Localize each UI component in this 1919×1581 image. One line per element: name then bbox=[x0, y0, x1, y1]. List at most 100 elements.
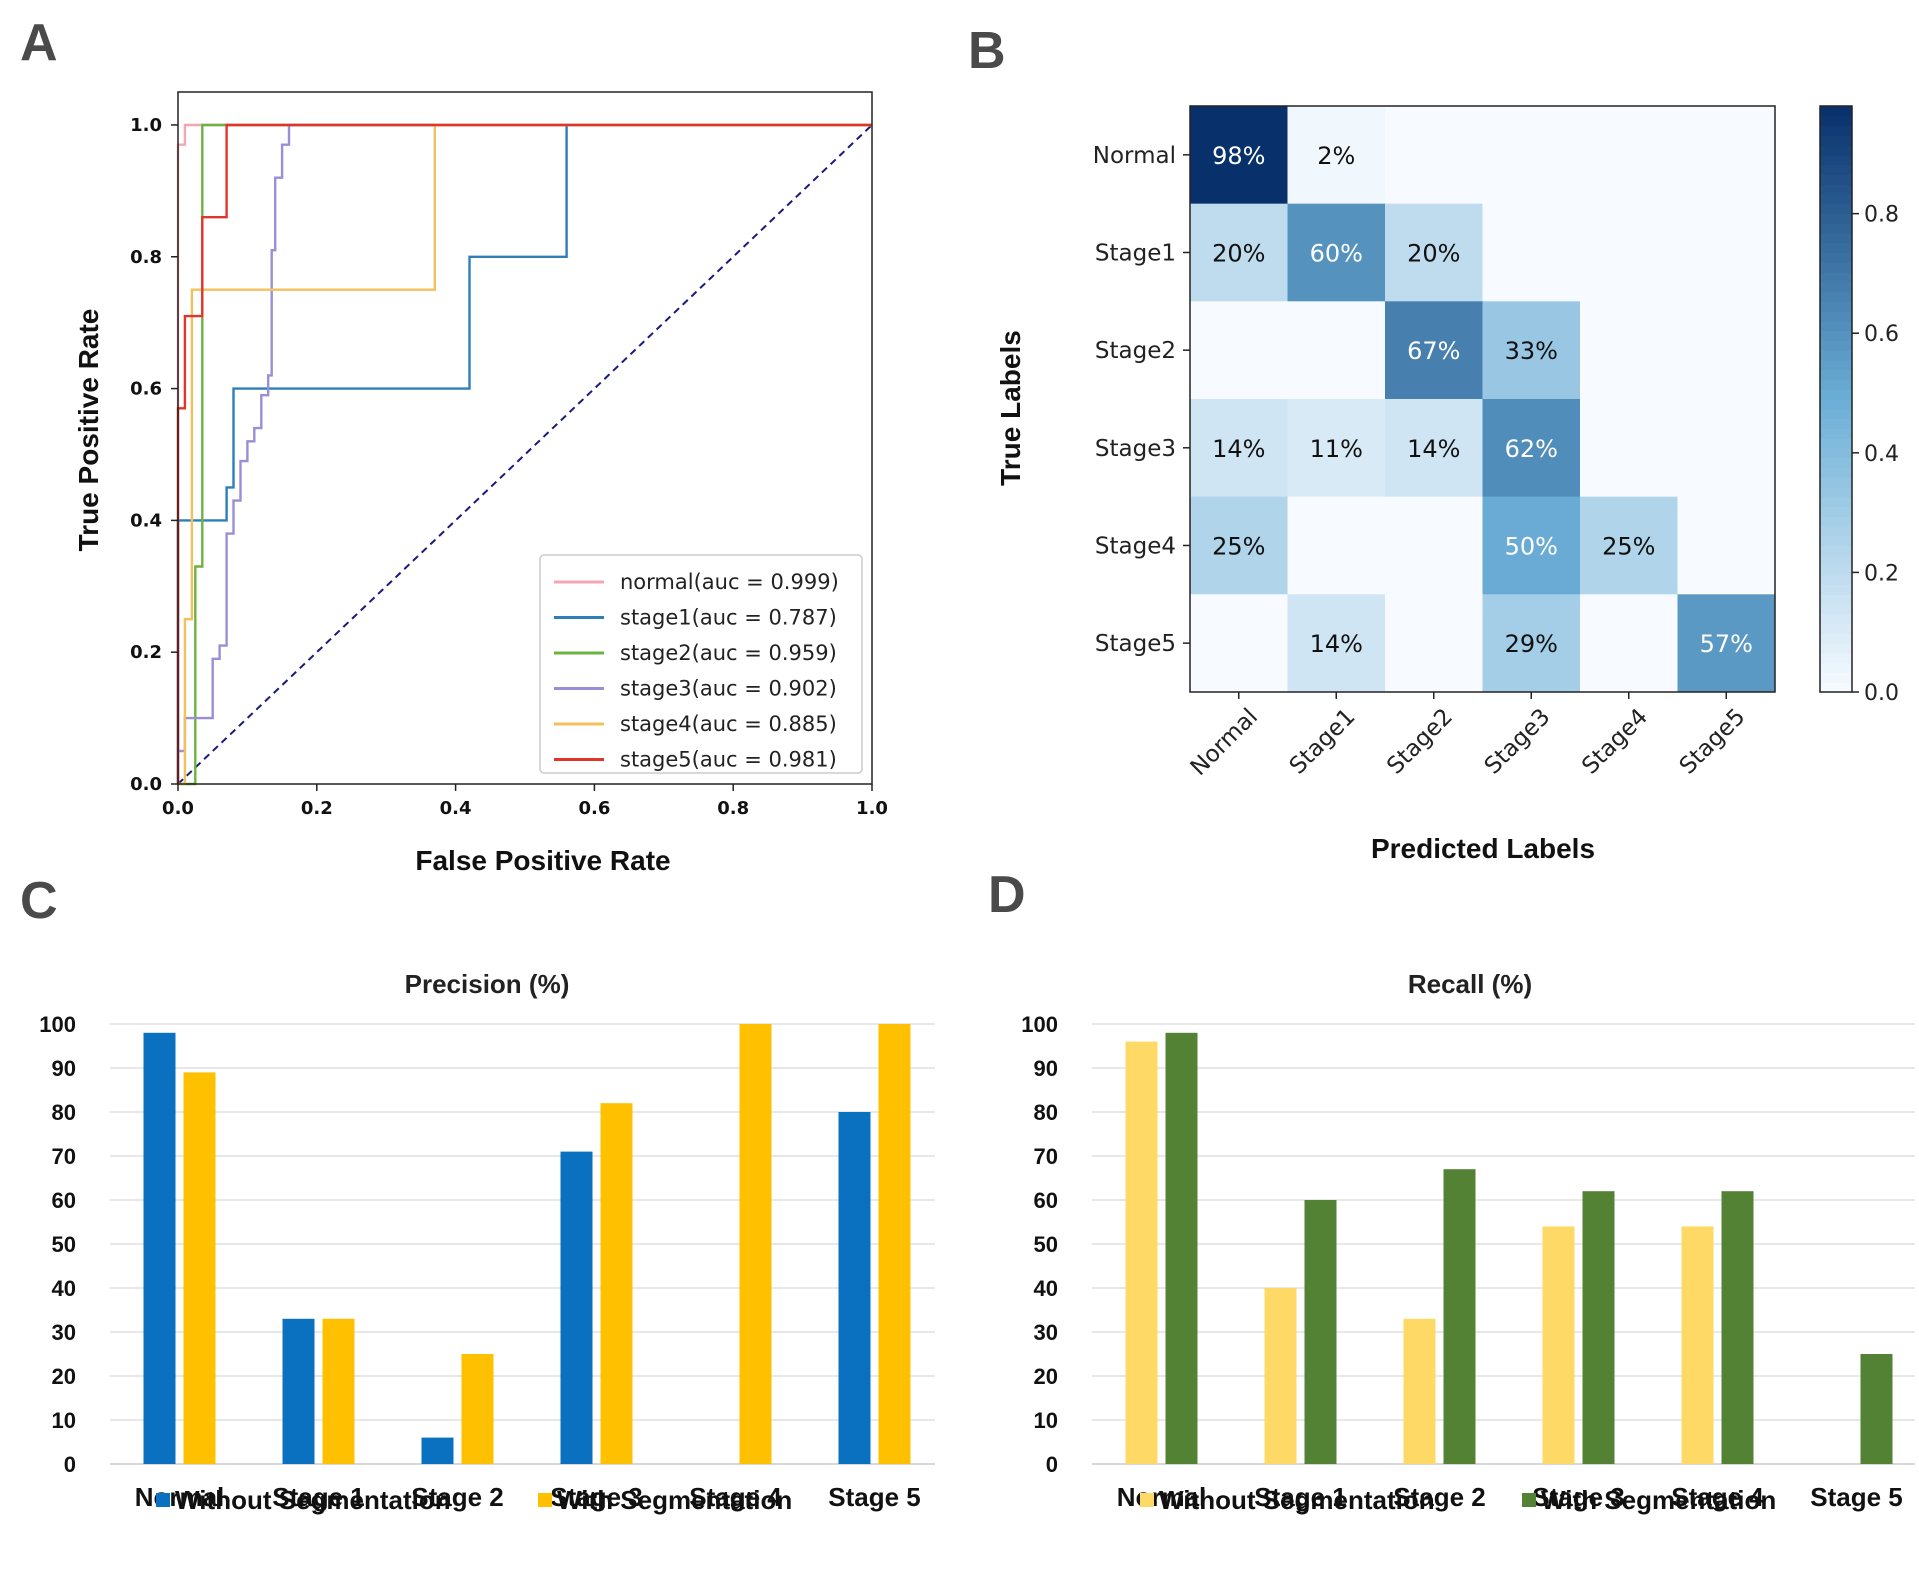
cm-colorbar-segment bbox=[1820, 574, 1852, 586]
precision-bar-precision_with bbox=[183, 1072, 216, 1464]
cm-colorbar-segment bbox=[1820, 399, 1852, 410]
cm-colorbar-tick-label: 0.8 bbox=[1864, 203, 1899, 228]
precision-bar-precision_with bbox=[878, 1024, 911, 1464]
precision-legend-swatch-precision_without bbox=[156, 1493, 170, 1507]
cm-row-label: Stage3 bbox=[1095, 436, 1176, 462]
recall-y-tick-label: 40 bbox=[1034, 1276, 1058, 1301]
recall-y-tick-label: 50 bbox=[1034, 1232, 1058, 1257]
cm-col-label: Stage5 bbox=[1675, 704, 1751, 780]
cm-colorbar-segment bbox=[1820, 428, 1852, 439]
cm-colorbar-segment bbox=[1820, 555, 1852, 566]
recall-category-label: Normal bbox=[1117, 1482, 1207, 1512]
cm-cell-label: 25% bbox=[1212, 532, 1265, 560]
recall-bar-recall_with bbox=[1582, 1191, 1615, 1464]
roc-y-tick-label: 0.0 bbox=[130, 774, 162, 795]
cm-cell bbox=[1677, 594, 1776, 693]
precision-category-label: Stage 4 bbox=[689, 1482, 782, 1512]
cm-cell-label: 25% bbox=[1602, 532, 1655, 560]
roc-chart: 0.0 0.2 0.4 0.6 0.8 1.0 0.0 0.2 0.4 0.6 0.8 1.0 Fal… bbox=[73, 91, 888, 876]
cm-colorbar-segment bbox=[1820, 330, 1852, 341]
cm-colorbar-segment bbox=[1820, 291, 1852, 302]
roc-x-tick-label: 1.0 bbox=[856, 798, 888, 819]
cm-cell bbox=[1287, 496, 1386, 595]
recall-bar-recall_without bbox=[1264, 1288, 1297, 1464]
panel-label-c: C bbox=[20, 872, 58, 930]
cm-col-label: Stage2 bbox=[1382, 704, 1458, 780]
roc-y-axis-label: True Positive Rate bbox=[73, 309, 104, 552]
recall-legend-swatch-recall_with bbox=[1522, 1493, 1536, 1507]
recall-category-label: Stage 3 bbox=[1532, 1482, 1625, 1512]
cm-colorbar-segment bbox=[1820, 516, 1852, 527]
cm-cell bbox=[1482, 106, 1581, 205]
cm-cell bbox=[1580, 496, 1678, 595]
precision-category-label: Normal bbox=[135, 1482, 225, 1512]
precision-legend-label-precision_without: Without Segmentation bbox=[175, 1485, 451, 1515]
cm-colorbar-segment bbox=[1820, 652, 1852, 664]
cm-cell-label: 20% bbox=[1212, 239, 1265, 267]
precision-y-tick-label: 10 bbox=[52, 1408, 76, 1433]
cm-colorbar-segment bbox=[1820, 486, 1852, 498]
recall-y-tick-label: 0 bbox=[1046, 1452, 1058, 1477]
cm-colorbar-segment bbox=[1820, 447, 1852, 459]
cm-col-label: Stage4 bbox=[1577, 704, 1653, 780]
roc-x-tick-label: 0.8 bbox=[717, 798, 749, 819]
cm-colorbar-segment bbox=[1820, 145, 1852, 156]
cm-cell bbox=[1580, 398, 1678, 498]
cm-cell-label: 14% bbox=[1407, 435, 1460, 463]
cm-colorbar-segment bbox=[1820, 467, 1852, 478]
precision-bar-precision_with bbox=[600, 1103, 633, 1464]
precision-y-tick-label: 90 bbox=[52, 1056, 76, 1081]
cm-colorbar-segment bbox=[1820, 203, 1852, 215]
precision-category-label: Stage 2 bbox=[411, 1482, 504, 1512]
recall-category-label: Stage 5 bbox=[1810, 1482, 1903, 1512]
cm-colorbar-tick-label: 0.2 bbox=[1864, 561, 1899, 586]
cm-colorbar-segment bbox=[1820, 359, 1852, 371]
roc-x-tick-label: 0.2 bbox=[301, 798, 333, 819]
cm-cell bbox=[1677, 106, 1776, 205]
precision-y-tick-label: 0 bbox=[64, 1452, 76, 1477]
precision-y-tick-label: 20 bbox=[52, 1364, 76, 1389]
recall-y-tick-label: 70 bbox=[1034, 1144, 1058, 1169]
cm-colorbar-segment bbox=[1820, 418, 1852, 429]
precision-legend-label-precision_with: With Segmentation bbox=[557, 1485, 792, 1515]
cm-colorbar-segment bbox=[1820, 272, 1852, 283]
cm-colorbar-segment bbox=[1820, 623, 1852, 634]
precision-y-tick-label: 40 bbox=[52, 1276, 76, 1301]
roc-legend: normal(auc = 0.999) stage1(auc = 0.787) st… bbox=[539, 554, 863, 774]
precision-y-tick-label: 100 bbox=[39, 1012, 76, 1037]
cm-colorbar-segment bbox=[1820, 457, 1852, 468]
cm-colorbar-segment bbox=[1820, 154, 1852, 166]
recall-y-tick-label: 100 bbox=[1021, 1012, 1058, 1037]
roc-x-tick-label: 0.4 bbox=[440, 798, 472, 819]
cm-colorbar-tick-label: 0.4 bbox=[1864, 442, 1899, 467]
recall-bar-recall_without bbox=[1125, 1041, 1158, 1464]
recall-bar-recall_without bbox=[1403, 1318, 1436, 1464]
precision-y-tick-label: 70 bbox=[52, 1144, 76, 1169]
cm-cell bbox=[1287, 203, 1386, 302]
cm-cell bbox=[1677, 203, 1776, 302]
roc-legend-label-stage2: stage2(auc = 0.959) bbox=[620, 641, 837, 665]
cm-cell bbox=[1385, 496, 1483, 595]
precision-y-tick-label: 30 bbox=[52, 1320, 76, 1345]
cm-colorbar-segment bbox=[1820, 438, 1852, 449]
recall-category-label: Stage 4 bbox=[1671, 1482, 1764, 1512]
cm-cell bbox=[1287, 398, 1386, 498]
cm-colorbar-tick-label: 0.6 bbox=[1864, 322, 1899, 347]
cm-cell bbox=[1580, 301, 1678, 400]
cm-cell bbox=[1287, 106, 1386, 205]
roc-line-stage5 bbox=[176, 123, 872, 784]
cm-colorbar-segment bbox=[1820, 672, 1852, 683]
roc-legend-box bbox=[539, 554, 863, 774]
cm-cell bbox=[1580, 203, 1678, 302]
cm-row-label: Stage1 bbox=[1095, 240, 1176, 266]
cm-cell-label: 60% bbox=[1310, 239, 1363, 267]
cm-cell bbox=[1190, 203, 1288, 302]
cm-y-axis-label: True Labels bbox=[995, 330, 1026, 486]
cm-col-label: Stage3 bbox=[1480, 704, 1556, 780]
recall-y-tick-label: 20 bbox=[1034, 1364, 1058, 1389]
cm-colorbar-segment bbox=[1820, 174, 1852, 185]
precision-category-label: Stage 5 bbox=[828, 1482, 921, 1512]
cm-cell-label: 98% bbox=[1212, 142, 1265, 170]
precision-bar-precision_without bbox=[838, 1112, 871, 1464]
recall-legend-label-recall_with: With Segmentation bbox=[1541, 1485, 1776, 1515]
